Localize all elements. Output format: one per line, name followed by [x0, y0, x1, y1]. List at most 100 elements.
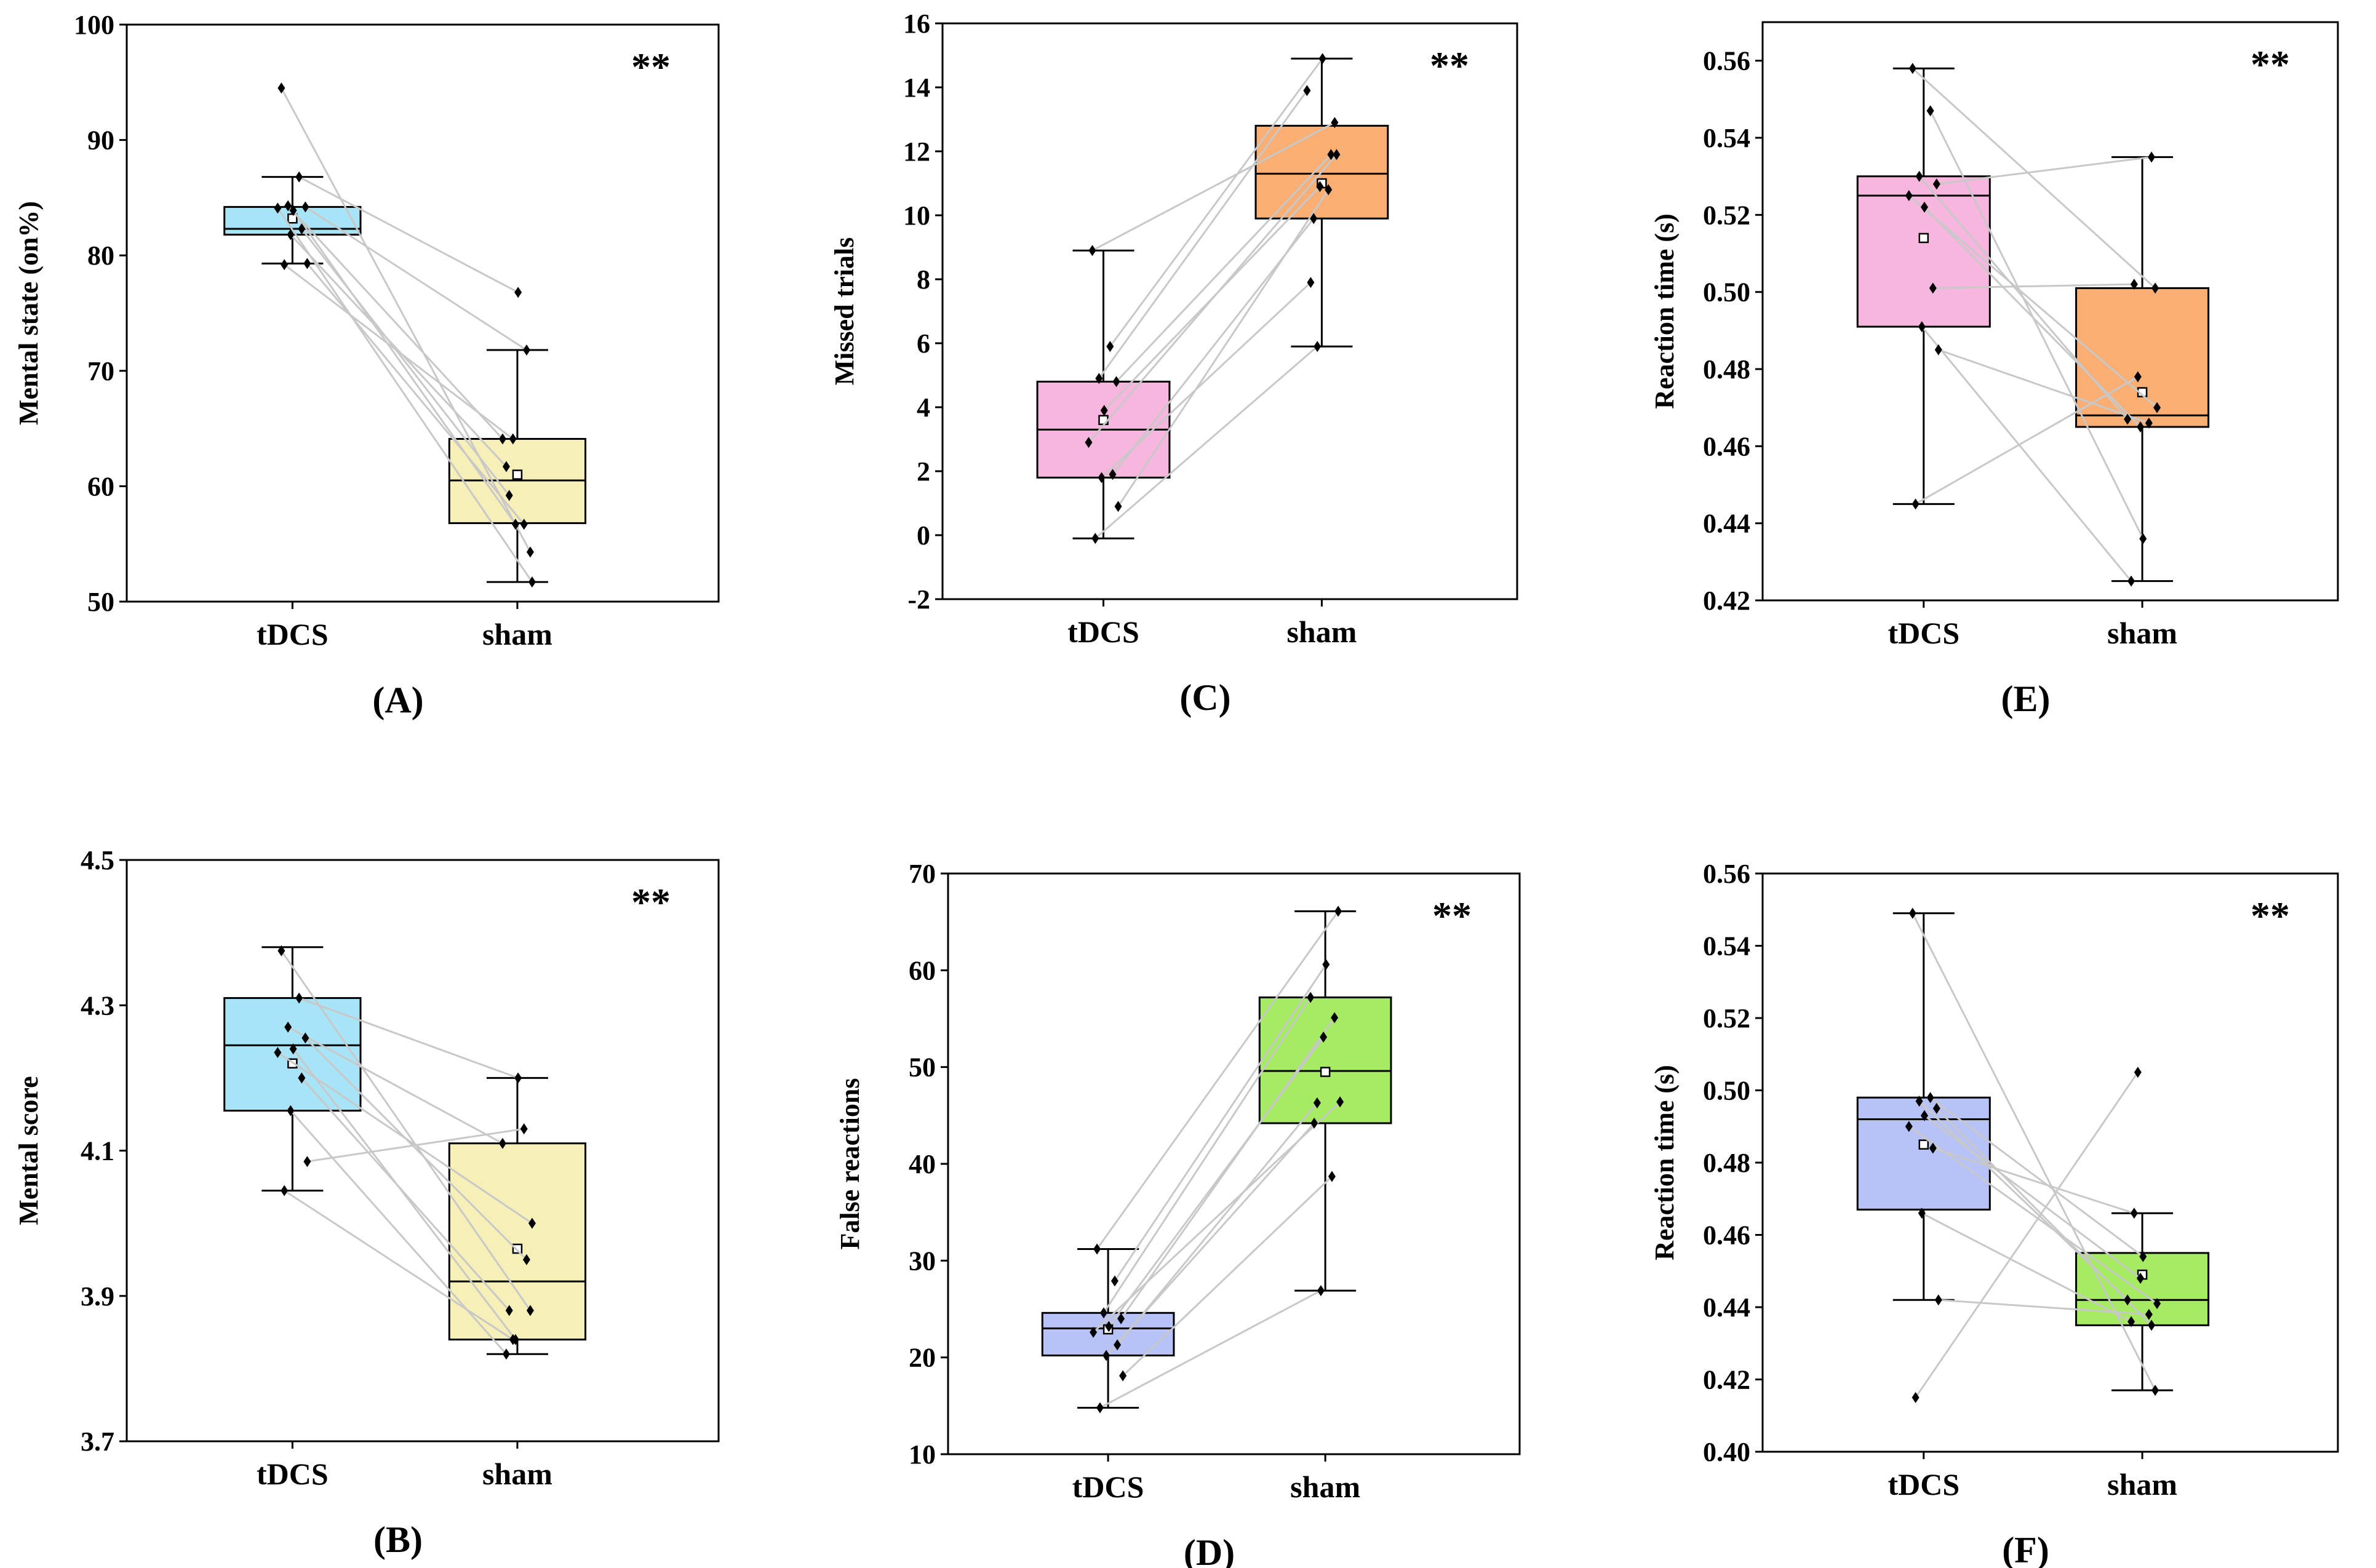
- plot-frame: [947, 872, 1521, 1455]
- data-point: [2151, 282, 2159, 294]
- data-point: [505, 490, 513, 501]
- mean-marker: [1320, 1067, 1331, 1077]
- data-point: [1915, 1096, 1923, 1107]
- box-sham: [448, 1077, 587, 1355]
- pair-line: [1938, 349, 2150, 424]
- data-point: [1313, 1097, 1321, 1108]
- pair-line: [1929, 110, 2144, 539]
- data-point: [1310, 1117, 1318, 1129]
- box-sham: [1258, 910, 1392, 1292]
- pair-line: [1932, 283, 2134, 289]
- data-point: [520, 519, 528, 530]
- data-point: [2137, 421, 2145, 432]
- pair-line: [1921, 326, 2132, 582]
- chart-panel-a: 50 60 70 80 90 100 Mental state (on%) tDCS sham (…: [14, 10, 720, 720]
- pair-line: [1102, 997, 1312, 1314]
- data-point: [528, 576, 536, 588]
- x-tick-label: tDCS: [1888, 616, 1959, 650]
- data-point: [2145, 417, 2153, 429]
- y-tick-label: 0.40: [1703, 1437, 1750, 1467]
- y-tick-label: 4.5: [81, 845, 114, 875]
- y-tick-label: 80: [87, 241, 114, 271]
- x-tick-label: tDCS: [257, 617, 329, 651]
- plot-frame: [1761, 21, 2339, 602]
- pair-line: [1117, 189, 1330, 507]
- x-tick-label: sham: [1286, 615, 1357, 649]
- data-point: [1114, 501, 1122, 512]
- box-sham: [448, 349, 587, 583]
- y-tick-label: 0.46: [1703, 1220, 1750, 1251]
- box-iqr: [2075, 287, 2210, 428]
- paired-observations: [1905, 907, 2161, 1403]
- data-point: [298, 1072, 306, 1084]
- x-tick-label: sham: [2107, 1467, 2177, 1502]
- data-point: [295, 171, 303, 183]
- data-point: [1929, 1142, 1937, 1154]
- pair-line: [1091, 121, 1336, 252]
- y-tick-label: 10: [909, 1439, 936, 1470]
- y-tick-label: 0.56: [1703, 46, 1750, 76]
- x-tick-label: sham: [482, 617, 552, 651]
- data-point: [2127, 1316, 2135, 1327]
- y-tick-label: 0.42: [1703, 1365, 1750, 1395]
- data-point: [2148, 1319, 2156, 1331]
- pair-line: [281, 87, 532, 553]
- y-tick-label: 0.54: [1703, 123, 1750, 153]
- data-point: [2130, 279, 2138, 290]
- data-point: [1112, 376, 1120, 388]
- pair-line: [1120, 1017, 1336, 1319]
- x-tick-label: tDCS: [257, 1457, 329, 1491]
- data-point: [1085, 437, 1093, 448]
- chart-panel-d: 10 20 30 40 50 60 70 False reactions tDCS sham (D)…: [835, 859, 1521, 1568]
- data-point: [274, 1047, 282, 1059]
- pair-line: [298, 176, 519, 293]
- box-iqr: [1258, 996, 1392, 1124]
- pair-line: [290, 1110, 508, 1355]
- significance-marker: **: [2250, 894, 2290, 937]
- data-point: [2124, 413, 2132, 425]
- pair-line: [277, 207, 533, 583]
- data-point: [301, 1032, 309, 1044]
- y-tick-label: 4.1: [81, 1136, 114, 1166]
- panel-label: (A): [372, 680, 423, 720]
- data-point: [277, 82, 285, 94]
- pair-line: [1908, 1126, 2158, 1305]
- pair-line: [281, 950, 532, 1311]
- box-iqr: [448, 1142, 587, 1341]
- y-tick-label: 70: [87, 356, 114, 386]
- chart-panel-e: 0.42 0.44 0.46 0.48 0.50 0.52 0.54 0.56 Reaction…: [1649, 21, 2339, 719]
- pair-line: [284, 1190, 514, 1340]
- data-point: [2130, 1208, 2138, 1219]
- data-point: [1912, 1391, 1920, 1403]
- pair-line: [1122, 1176, 1333, 1377]
- pair-line: [277, 1051, 533, 1224]
- data-point: [1918, 321, 1926, 333]
- pair-line: [1109, 58, 1323, 348]
- pair-line: [1106, 1122, 1315, 1356]
- data-point: [1100, 405, 1108, 416]
- y-axis-label: Reaction time (s): [1649, 1065, 1680, 1260]
- data-point: [1926, 1092, 1934, 1104]
- pair-line: [307, 1128, 524, 1163]
- data-point: [1334, 905, 1342, 917]
- y-tick-label: 0.50: [1703, 1076, 1750, 1106]
- y-tick-label: 2: [917, 456, 930, 487]
- box-iqr: [1856, 175, 1991, 328]
- data-point: [1317, 1285, 1325, 1297]
- data-point: [1093, 1243, 1101, 1255]
- data-point: [1929, 282, 1937, 294]
- y-tick-label: 40: [909, 1149, 936, 1179]
- data-point: [1934, 344, 1942, 356]
- data-point: [1320, 1031, 1328, 1043]
- y-tick-label: 4.3: [81, 990, 114, 1021]
- data-point: [287, 229, 295, 241]
- pair-line: [1114, 964, 1327, 1282]
- data-point: [1102, 1350, 1110, 1361]
- y-tick-label: 0.44: [1703, 509, 1750, 539]
- x-tick-label: sham: [1290, 1470, 1360, 1504]
- pair-line: [301, 1077, 510, 1311]
- y-axis-label: Mental score: [14, 1076, 44, 1225]
- y-tick-label: 0: [917, 520, 930, 551]
- data-point: [1905, 190, 1913, 201]
- data-point: [1106, 341, 1114, 352]
